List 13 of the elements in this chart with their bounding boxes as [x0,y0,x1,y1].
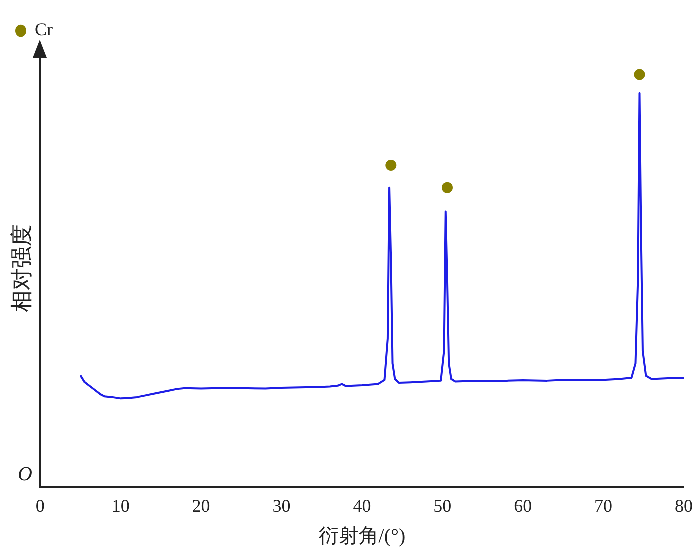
x-tick-label: 20 [192,496,210,516]
x-tick-label: 70 [594,496,613,516]
x-tick-label: 40 [353,496,372,516]
x-tick-label: 50 [434,496,452,516]
x-tick-label: 30 [272,496,291,516]
x-tick-label: 60 [514,496,532,516]
text: O [18,464,32,486]
x-tick-label: 10 [112,496,130,516]
x-tick-label: 80 [675,496,693,516]
y-axis-title: 相对强度 [8,224,34,313]
legend-label: Cr [35,20,54,40]
x-axis-title: 衍射角/(°) [318,525,406,548]
x-tick-label: 0 [36,496,45,516]
